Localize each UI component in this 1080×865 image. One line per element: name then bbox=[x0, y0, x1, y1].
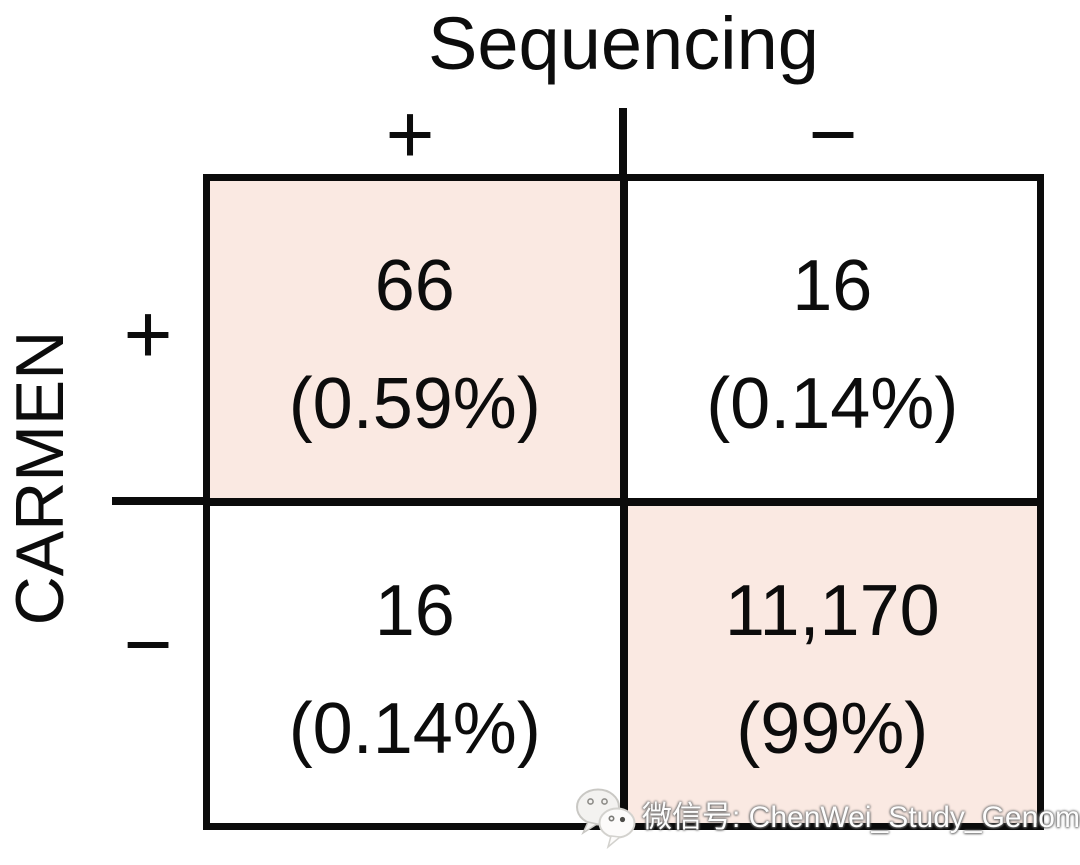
cell-carmen-neg-seq-neg: 11,170 (99%) bbox=[623, 502, 1037, 823]
col-header-negative: − bbox=[808, 87, 858, 181]
row-axis-title: CARMEN bbox=[2, 330, 78, 626]
row-header-positive: + bbox=[123, 287, 173, 381]
matrix-grid: 66 (0.59%) 16 (0.14%) 16 (0.14%) 11,170 … bbox=[203, 174, 1044, 830]
cell-carmen-pos-seq-pos: 66 (0.59%) bbox=[210, 181, 624, 502]
cell-count: 16 bbox=[374, 570, 455, 651]
column-divider-stub bbox=[619, 108, 627, 178]
cell-carmen-pos-seq-neg: 16 (0.14%) bbox=[623, 181, 1037, 502]
row-header-negative: − bbox=[123, 597, 173, 691]
cell-count: 11,170 bbox=[724, 570, 940, 651]
cell-percent: (0.14%) bbox=[288, 688, 541, 769]
cell-carmen-neg-seq-pos: 16 (0.14%) bbox=[210, 502, 624, 823]
cell-count: 66 bbox=[374, 245, 455, 326]
watermark: 微信号: ChenWei_Study_Genome bbox=[574, 786, 1080, 850]
cell-percent: (0.59%) bbox=[288, 363, 541, 444]
cell-percent: (99%) bbox=[736, 688, 929, 769]
cell-percent: (0.14%) bbox=[706, 363, 959, 444]
col-header-positive: + bbox=[385, 87, 435, 181]
wechat-icon bbox=[576, 788, 636, 849]
row-divider-stub bbox=[112, 497, 207, 505]
watermark-text: 微信号: ChenWei_Study_Genome bbox=[642, 801, 1080, 834]
column-axis-title: Sequencing bbox=[428, 2, 819, 85]
cell-count: 16 bbox=[792, 245, 873, 326]
